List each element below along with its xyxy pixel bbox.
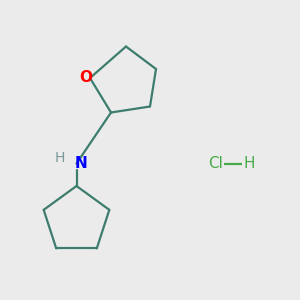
Text: O: O (79, 70, 92, 86)
Text: N: N (75, 156, 87, 171)
Text: H: H (55, 151, 65, 164)
Text: Cl: Cl (208, 156, 224, 171)
Text: H: H (243, 156, 255, 171)
